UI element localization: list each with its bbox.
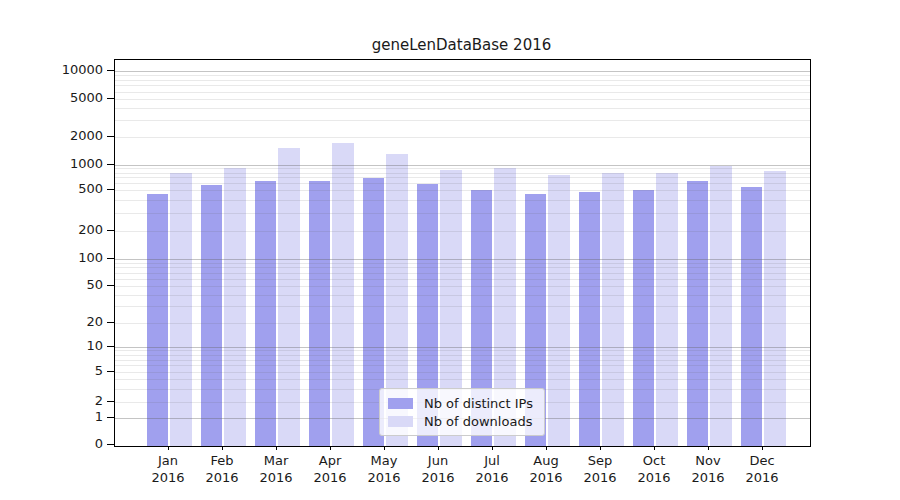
y-tick-2 (107, 401, 114, 402)
x-tick-apr (330, 446, 331, 450)
y-tick-label-2000: 2000 (43, 128, 103, 144)
gridline-4000 (115, 108, 810, 109)
bar-distinct-ips-feb (201, 185, 223, 446)
gridline-800 (115, 173, 810, 174)
y-tick-200 (107, 230, 114, 231)
x-tick-label-jan: Jan2016 (138, 452, 198, 486)
bar-distinct-ips-nov (687, 181, 709, 446)
legend-swatch-downloads (388, 416, 413, 427)
x-tick-may (384, 446, 385, 450)
x-tick-label-jul: Jul2016 (462, 452, 522, 486)
y-tick-label-1000: 1000 (43, 156, 103, 172)
gridline-5000 (115, 99, 810, 100)
y-tick-label-1: 1 (43, 409, 103, 425)
y-tick-label-0: 0 (43, 436, 103, 452)
bar-downloads-feb (224, 168, 246, 446)
y-tick-5000 (107, 98, 114, 99)
bar-distinct-ips-oct (633, 190, 655, 447)
x-tick-label-nov: Nov2016 (678, 452, 738, 486)
bar-downloads-sep (602, 173, 624, 446)
legend-label-downloads: Nb of downloads (424, 414, 532, 429)
legend-item-distinct-ips: Nb of distinct IPs (388, 396, 536, 411)
gridline-1000 (115, 165, 810, 166)
x-tick-jan (168, 446, 169, 450)
y-tick-5 (107, 371, 114, 372)
bar-distinct-ips-mar (255, 181, 277, 446)
y-tick-1 (107, 417, 114, 418)
gridline-700 (115, 177, 810, 178)
gridline-9000 (115, 75, 810, 76)
y-tick-50 (107, 285, 114, 286)
x-tick-label-aug: Aug2016 (516, 452, 576, 486)
bar-distinct-ips-dec (741, 187, 763, 446)
bar-distinct-ips-jan (147, 194, 169, 446)
y-tick-label-5000: 5000 (43, 90, 103, 106)
y-tick-10000 (107, 70, 114, 71)
y-tick-label-50: 50 (43, 277, 103, 293)
legend: Nb of distinct IPs Nb of downloads (379, 388, 545, 436)
chart-title: geneLenDataBase 2016 (114, 36, 809, 54)
x-tick-jul (492, 446, 493, 450)
x-tick-jun (438, 446, 439, 450)
gridline-10000 (115, 71, 810, 72)
x-tick-oct (654, 446, 655, 450)
x-tick-label-may: May2016 (354, 452, 414, 486)
x-tick-label-mar: Mar2016 (246, 452, 306, 486)
x-tick-sep (600, 446, 601, 450)
bar-downloads-dec (764, 171, 786, 446)
gridline-6000 (115, 92, 810, 93)
bar-downloads-mar (278, 148, 300, 446)
y-tick-label-5: 5 (43, 363, 103, 379)
y-tick-label-100: 100 (43, 250, 103, 266)
bar-downloads-oct (656, 173, 678, 446)
gridline-8000 (115, 80, 810, 81)
gridline-7000 (115, 85, 810, 86)
y-tick-label-10000: 10000 (43, 62, 103, 78)
y-tick-0 (107, 444, 114, 445)
x-tick-label-dec: Dec2016 (732, 452, 792, 486)
y-tick-label-2: 2 (43, 393, 103, 409)
x-tick-label-jun: Jun2016 (408, 452, 468, 486)
x-tick-label-apr: Apr2016 (300, 452, 360, 486)
x-tick-mar (276, 446, 277, 450)
y-tick-10 (107, 346, 114, 347)
y-tick-1000 (107, 164, 114, 165)
y-tick-20 (107, 322, 114, 323)
bar-distinct-ips-sep (579, 192, 601, 446)
legend-item-downloads: Nb of downloads (388, 414, 536, 429)
gridline-900 (115, 168, 810, 169)
y-tick-label-10: 10 (43, 338, 103, 354)
y-tick-label-20: 20 (43, 314, 103, 330)
x-tick-feb (222, 446, 223, 450)
y-tick-500 (107, 189, 114, 190)
y-tick-2000 (107, 136, 114, 137)
bar-downloads-apr (332, 143, 354, 446)
x-tick-label-feb: Feb2016 (192, 452, 252, 486)
bar-downloads-nov (710, 166, 732, 446)
legend-label-distinct-ips: Nb of distinct IPs (424, 396, 533, 411)
legend-swatch-distinct-ips (388, 398, 413, 409)
x-tick-nov (708, 446, 709, 450)
bar-downloads-aug (548, 175, 570, 446)
y-tick-label-200: 200 (43, 222, 103, 238)
x-tick-label-sep: Sep2016 (570, 452, 630, 486)
bar-downloads-jan (170, 173, 192, 446)
figure: geneLenDataBase 2016 1000050002000100050… (0, 0, 900, 500)
bar-distinct-ips-apr (309, 181, 331, 446)
x-tick-aug (546, 446, 547, 450)
x-tick-dec (762, 446, 763, 450)
x-tick-label-oct: Oct2016 (624, 452, 684, 486)
y-tick-100 (107, 258, 114, 259)
gridline-3000 (115, 120, 810, 121)
y-tick-label-500: 500 (43, 181, 103, 197)
gridline-2000 (115, 137, 810, 138)
